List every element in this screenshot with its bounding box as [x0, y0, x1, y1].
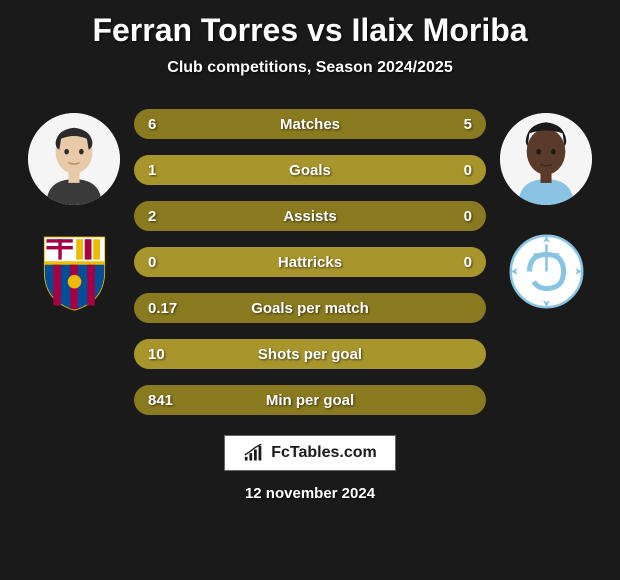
footer-brand-icon [243, 444, 265, 462]
left-side [14, 105, 134, 314]
footer-brand-text: FcTables.com [271, 444, 377, 462]
page-subtitle: Club competitions, Season 2024/2025 [167, 59, 452, 77]
stat-right-value: 0 [464, 208, 472, 225]
stat-left-value: 6 [148, 116, 156, 133]
stat-label: Shots per goal [134, 346, 486, 363]
stat-bar-assists: 2 Assists 0 [134, 201, 486, 231]
comparison-content: 6 Matches 5 1 Goals 0 2 Assists 0 0 Hatt… [0, 105, 620, 415]
stat-right-value: 0 [464, 162, 472, 179]
stat-left-value: 10 [148, 346, 165, 363]
stat-bar-shots-per-goal: 10 Shots per goal [134, 339, 486, 369]
footer-brand-box: FcTables.com [224, 435, 396, 471]
stat-right-value: 5 [464, 116, 472, 133]
stat-bar-goals-per-match: 0.17 Goals per match [134, 293, 486, 323]
stat-bars: 6 Matches 5 1 Goals 0 2 Assists 0 0 Hatt… [134, 105, 486, 415]
page-title: Ferran Torres vs Ilaix Moriba [92, 12, 527, 49]
stat-label: Min per goal [134, 392, 486, 409]
club-right-logo [504, 229, 589, 314]
stat-label: Goals [134, 162, 486, 179]
player-left-avatar [28, 113, 120, 205]
stat-label: Assists [134, 208, 486, 225]
stat-label: Goals per match [134, 300, 486, 317]
stat-left-value: 2 [148, 208, 156, 225]
stat-left-value: 0 [148, 254, 156, 271]
stat-bar-goals: 1 Goals 0 [134, 155, 486, 185]
stat-bar-matches: 6 Matches 5 [134, 109, 486, 139]
stat-left-value: 1 [148, 162, 156, 179]
stat-bar-min-per-goal: 841 Min per goal [134, 385, 486, 415]
footer-date: 12 november 2024 [245, 485, 375, 502]
stat-right-value: 0 [464, 254, 472, 271]
right-side [486, 105, 606, 314]
player-right-avatar [500, 113, 592, 205]
stat-left-value: 0.17 [148, 300, 177, 317]
stat-bar-hattricks: 0 Hattricks 0 [134, 247, 486, 277]
club-left-logo [32, 229, 117, 314]
stat-label: Matches [134, 116, 486, 133]
stat-label: Hattricks [134, 254, 486, 271]
stat-left-value: 841 [148, 392, 173, 409]
